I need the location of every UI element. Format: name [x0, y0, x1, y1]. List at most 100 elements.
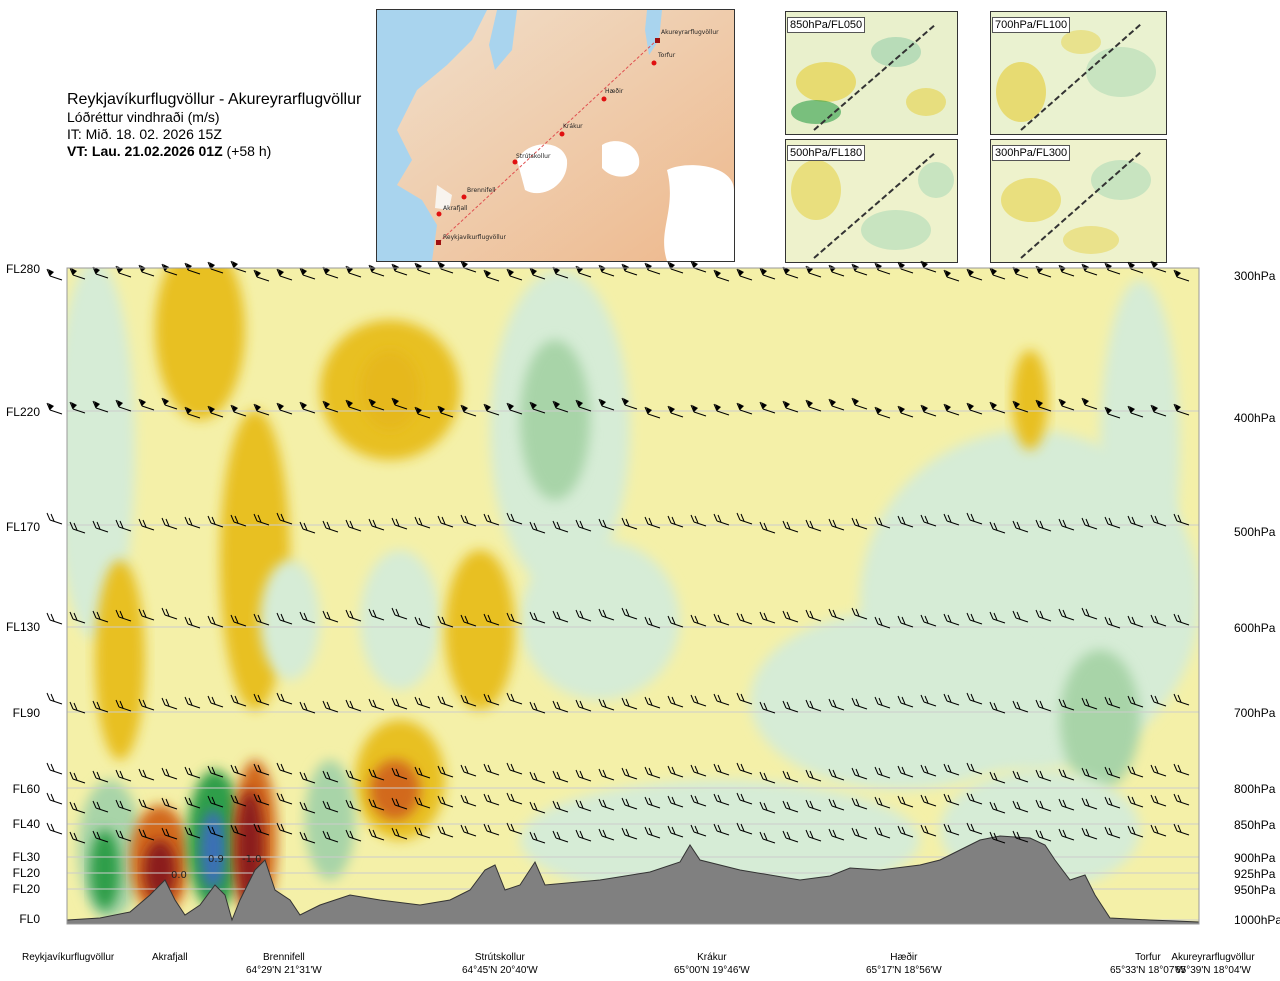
- wind-barb-flag: [993, 772, 998, 781]
- wind-barb-flag: [598, 698, 603, 707]
- wind-barb-flag: [529, 771, 534, 780]
- wind-barb: [736, 512, 753, 525]
- wind-barb-flag: [713, 793, 718, 802]
- wind-barb-flag: [897, 515, 902, 524]
- wind-barb-staff: [302, 274, 316, 280]
- wind-barb: [575, 519, 592, 532]
- wind-barb-pennant: [485, 270, 491, 277]
- wind-barb-staff: [440, 522, 454, 528]
- wind-barb-flag: [621, 827, 626, 836]
- wind-barb-flag: [924, 615, 929, 624]
- wind-barb-flag: [345, 519, 350, 528]
- wind-barb: [46, 402, 63, 415]
- annotation-0: 0.0: [171, 870, 187, 881]
- wind-barb: [299, 701, 316, 714]
- wind-barb-flag: [901, 516, 906, 525]
- wind-barb-staff: [578, 616, 592, 622]
- wind-barb-flag: [993, 612, 998, 621]
- wind-barb-flag: [1081, 827, 1086, 836]
- wind-barb: [920, 404, 937, 417]
- wind-barb-flag: [1085, 698, 1090, 707]
- wind-barb-flag: [506, 692, 511, 701]
- wind-barb-pennant: [94, 401, 100, 408]
- wind-barb: [828, 768, 845, 781]
- wind-barb-flag: [303, 522, 308, 531]
- wind-barb-flag: [165, 828, 170, 837]
- wind-barb-staff: [164, 774, 178, 780]
- wind-barb-staff: [877, 803, 891, 809]
- wind-barb-staff: [831, 705, 845, 711]
- wind-barb-flag: [1150, 404, 1155, 413]
- wind-barb-flag: [372, 799, 377, 808]
- wind-barb-flag: [510, 823, 515, 832]
- wind-barb: [506, 612, 523, 625]
- wind-barb: [529, 267, 546, 280]
- wind-barb: [1035, 799, 1052, 812]
- wind-barb-staff: [555, 273, 569, 279]
- wind-barb: [69, 267, 86, 280]
- wind-barb-flag: [556, 771, 561, 780]
- velocity-region-18: [370, 760, 420, 820]
- wind-barb-flag: [920, 764, 925, 773]
- wind-barb: [897, 795, 914, 808]
- panel-700: 700hPa/FL100: [990, 11, 1167, 135]
- wind-barb: [253, 793, 270, 806]
- valid-time: VT: Lau. 21.02.2026 01Z (+58 h): [67, 143, 271, 160]
- wind-barb-staff: [854, 614, 868, 620]
- wind-barb-flag: [671, 616, 676, 625]
- wind-barb: [690, 404, 707, 417]
- wind-barb-staff: [371, 525, 385, 531]
- wind-barb-flag: [184, 406, 189, 415]
- wind-barb-staff: [440, 772, 454, 778]
- wind-barb-staff: [900, 772, 914, 778]
- wind-barb-staff: [72, 408, 86, 414]
- wind-barb: [345, 769, 362, 782]
- wind-barb-staff: [762, 618, 776, 624]
- wind-barb-staff: [1084, 834, 1098, 840]
- wind-barb-flag: [690, 514, 695, 523]
- wind-barb-flag: [69, 267, 74, 276]
- wind-barb-pennant: [416, 407, 422, 414]
- wind-barb-flag: [763, 702, 768, 711]
- wind-barb-staff: [624, 404, 638, 410]
- wind-barb-flag: [878, 617, 883, 626]
- wind-barb: [851, 827, 868, 840]
- wind-barb-flag: [1154, 615, 1159, 624]
- wind-barb-pennant: [646, 407, 652, 414]
- wind-barb-staff: [946, 620, 960, 626]
- wind-barb-flag: [368, 398, 373, 407]
- wind-barb: [276, 512, 293, 525]
- wind-barb: [966, 512, 983, 525]
- wind-barb: [230, 514, 247, 527]
- wind-barb-flag: [487, 514, 492, 523]
- wind-barb-staff: [279, 769, 293, 775]
- wind-barb-flag: [621, 767, 626, 776]
- wind-barb-flag: [970, 513, 975, 522]
- wind-barb-flag: [943, 613, 948, 622]
- wind-barb-staff: [417, 623, 431, 629]
- wind-barb: [644, 406, 661, 419]
- wind-barb-staff: [532, 778, 546, 784]
- wind-barb-flag: [414, 696, 419, 705]
- wind-barb-staff: [716, 700, 730, 706]
- wind-barb: [230, 694, 247, 707]
- wind-barb: [529, 611, 546, 624]
- wind-barb-staff: [670, 832, 684, 838]
- wind-barb-staff: [417, 833, 431, 839]
- wind-barb-flag: [165, 608, 170, 617]
- wind-barb-staff: [463, 831, 477, 837]
- wind-barb-flag: [391, 607, 396, 616]
- wind-barb-staff: [371, 775, 385, 781]
- wind-barb: [414, 826, 431, 839]
- wind-barb-staff: [808, 806, 822, 812]
- wind-barb-flag: [368, 828, 373, 837]
- wind-barb-staff: [1176, 770, 1190, 776]
- wind-barb: [161, 607, 178, 620]
- wind-barb-staff: [72, 778, 86, 784]
- wind-barb-flag: [713, 269, 718, 278]
- wind-barb-flag: [1016, 831, 1021, 840]
- wind-barb-flag: [782, 400, 787, 409]
- wind-barb-staff: [877, 773, 891, 779]
- wind-barb-staff: [693, 521, 707, 527]
- wind-barb-staff: [992, 808, 1006, 814]
